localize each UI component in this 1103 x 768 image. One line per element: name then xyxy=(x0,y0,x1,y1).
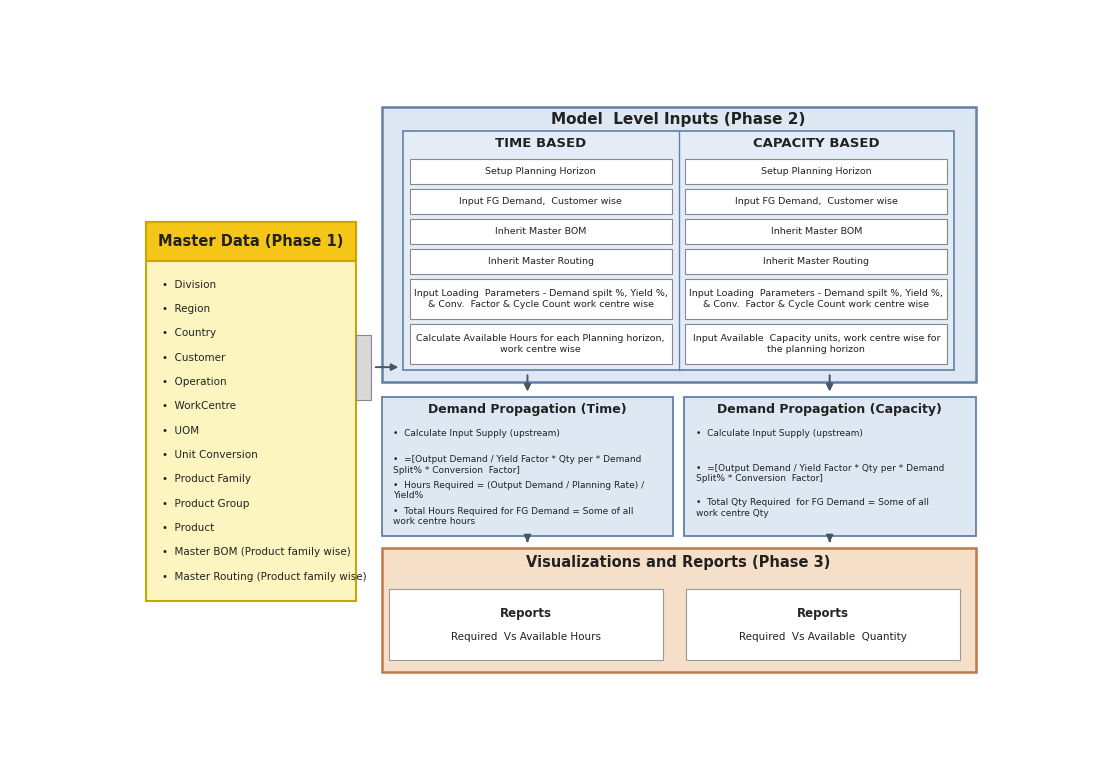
Text: •  Total Hours Required for FG Demand = Some of all
work centre hours: • Total Hours Required for FG Demand = S… xyxy=(394,507,634,526)
Text: Input FG Demand,  Customer wise: Input FG Demand, Customer wise xyxy=(459,197,622,206)
Text: •  Master BOM (Product family wise): • Master BOM (Product family wise) xyxy=(162,548,351,558)
Text: •  Unit Conversion: • Unit Conversion xyxy=(162,450,258,460)
Text: •  Total Qty Required  for FG Demand = Some of all
work centre Qty: • Total Qty Required for FG Demand = Som… xyxy=(696,498,929,518)
Text: •  =[Output Demand / Yield Factor * Qty per * Demand
Split% * Conversion  Factor: • =[Output Demand / Yield Factor * Qty p… xyxy=(696,464,944,483)
Bar xyxy=(382,107,976,382)
Text: •  Division: • Division xyxy=(162,280,216,290)
Text: •  Master Routing (Product family wise): • Master Routing (Product family wise) xyxy=(162,571,366,581)
Text: •  Country: • Country xyxy=(162,329,216,339)
Text: •  UOM: • UOM xyxy=(162,425,199,435)
Bar xyxy=(403,131,954,370)
Text: Reports: Reports xyxy=(500,607,553,621)
Bar xyxy=(382,397,674,536)
Text: Inherit Master BOM: Inherit Master BOM xyxy=(771,227,863,236)
Text: Input FG Demand,  Customer wise: Input FG Demand, Customer wise xyxy=(735,197,898,206)
Text: Master Data (Phase 1): Master Data (Phase 1) xyxy=(159,234,344,249)
Text: Reports: Reports xyxy=(797,607,849,621)
Bar xyxy=(409,279,672,319)
Text: •  Calculate Input Supply (upstream): • Calculate Input Supply (upstream) xyxy=(394,429,560,439)
Bar xyxy=(685,279,947,319)
Text: •  Hours Required = (Output Demand / Planning Rate) /
Yield%: • Hours Required = (Output Demand / Plan… xyxy=(394,481,644,501)
Text: Input Available  Capacity units, work centre wise for
the planning horizon: Input Available Capacity units, work cen… xyxy=(693,334,940,354)
Bar xyxy=(409,189,672,214)
Bar xyxy=(147,222,356,601)
Bar xyxy=(356,335,372,399)
Bar xyxy=(409,159,672,184)
Text: Visualizations and Reports (Phase 3): Visualizations and Reports (Phase 3) xyxy=(526,554,831,570)
Bar xyxy=(684,397,976,536)
Bar xyxy=(685,324,947,364)
Text: •  Product Family: • Product Family xyxy=(162,475,250,485)
Text: Setup Planning Horizon: Setup Planning Horizon xyxy=(761,167,871,176)
Bar xyxy=(147,222,356,260)
Text: Inherit Master BOM: Inherit Master BOM xyxy=(495,227,587,236)
Text: Model  Level Inputs (Phase 2): Model Level Inputs (Phase 2) xyxy=(552,112,805,127)
Text: CAPACITY BASED: CAPACITY BASED xyxy=(753,137,880,150)
Text: Input Loading  Parameters - Demand spilt %, Yield %,
& Conv.  Factor & Cycle Cou: Input Loading Parameters - Demand spilt … xyxy=(689,290,943,309)
Bar xyxy=(685,189,947,214)
Text: Demand Propagation (Capacity): Demand Propagation (Capacity) xyxy=(717,403,942,416)
Bar xyxy=(409,249,672,274)
Bar xyxy=(389,589,663,660)
Text: •  Product Group: • Product Group xyxy=(162,498,249,508)
Text: Inherit Master Routing: Inherit Master Routing xyxy=(488,257,593,266)
Text: Inherit Master Routing: Inherit Master Routing xyxy=(763,257,869,266)
Text: Demand Propagation (Time): Demand Propagation (Time) xyxy=(428,403,627,416)
Text: •  Product: • Product xyxy=(162,523,214,533)
Text: •  Customer: • Customer xyxy=(162,353,225,362)
Text: Required  Vs Available  Quantity: Required Vs Available Quantity xyxy=(739,632,907,642)
Bar xyxy=(409,324,672,364)
Text: Input Loading  Parameters - Demand spilt %, Yield %,
& Conv.  Factor & Cycle Cou: Input Loading Parameters - Demand spilt … xyxy=(414,290,667,309)
Text: Calculate Available Hours for each Planning horizon,
work centre wise: Calculate Available Hours for each Plann… xyxy=(417,334,665,354)
Text: Setup Planning Horizon: Setup Planning Horizon xyxy=(485,167,596,176)
Bar xyxy=(685,159,947,184)
Bar xyxy=(685,219,947,244)
Text: TIME BASED: TIME BASED xyxy=(495,137,587,150)
Bar xyxy=(382,548,976,672)
Text: •  Calculate Input Supply (upstream): • Calculate Input Supply (upstream) xyxy=(696,429,863,439)
Bar xyxy=(686,589,961,660)
Text: •  Region: • Region xyxy=(162,304,210,314)
Bar xyxy=(685,249,947,274)
Text: •  WorkCentre: • WorkCentre xyxy=(162,402,236,412)
Text: •  Operation: • Operation xyxy=(162,377,226,387)
Text: •  =[Output Demand / Yield Factor * Qty per * Demand
Split% * Conversion  Factor: • =[Output Demand / Yield Factor * Qty p… xyxy=(394,455,642,475)
Text: Required  Vs Available Hours: Required Vs Available Hours xyxy=(451,632,601,642)
Bar xyxy=(409,219,672,244)
